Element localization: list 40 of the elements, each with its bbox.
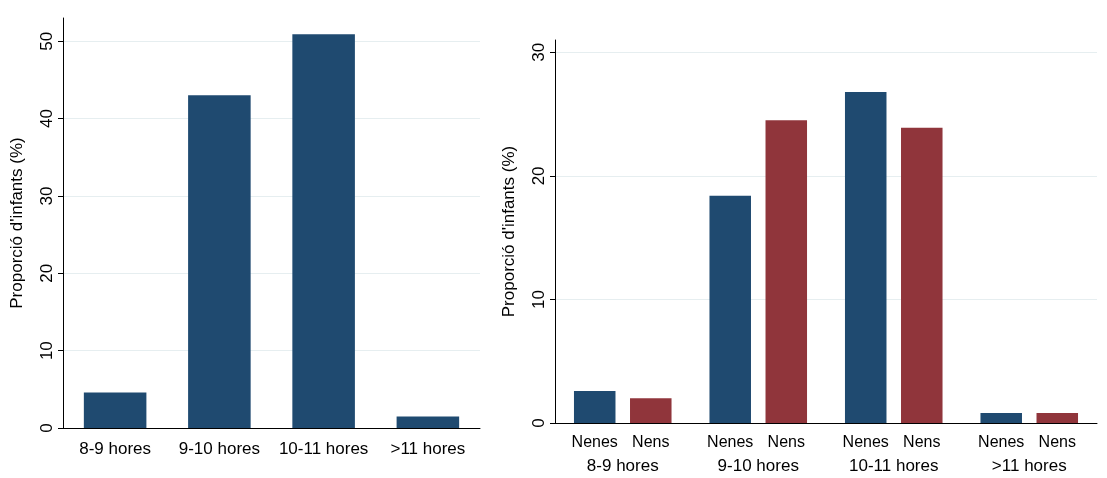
x-tick-label: 8-9 hores [586, 456, 659, 475]
y-tick-label: 50 [37, 31, 56, 51]
bar [630, 398, 672, 423]
bar [188, 95, 251, 428]
series-label: Nens [632, 432, 670, 450]
y-tick-label: 0 [37, 423, 56, 433]
x-tick-label: 9-10 hores [178, 439, 261, 458]
text: Nenes [842, 432, 889, 450]
x-tick-label: 8-9 hores [79, 439, 152, 458]
text: Nens [1038, 432, 1076, 450]
y-axis-title: Proporció d'infants (%) [7, 137, 26, 309]
bar [1036, 413, 1079, 423]
bar [709, 195, 751, 423]
y-tick-label: 20 [529, 166, 548, 186]
bar [765, 120, 808, 423]
text: Nenes [707, 432, 754, 450]
x-tick-label: 10-11 hores [849, 456, 939, 475]
text: Nenes [571, 432, 618, 450]
text: Nens [767, 432, 805, 450]
bar [573, 390, 616, 423]
series-label: Nenes [978, 432, 1025, 450]
bar [83, 392, 147, 428]
x-tick-label: >11 hores [390, 439, 466, 458]
x-tick-label: 10-11 hores [278, 439, 369, 458]
bar [901, 127, 943, 423]
y-tick-label: 10 [529, 289, 548, 309]
y-tick-label: 0 [529, 418, 548, 428]
x-tick-label: 9-10 hores [717, 456, 799, 475]
y-tick-label: 30 [37, 186, 56, 206]
y-tick-label: 30 [529, 42, 548, 62]
y-axis-title: Proporció d'infants (%) [499, 145, 518, 318]
y-tick-label: 20 [37, 263, 56, 283]
y-tick-label: 40 [37, 109, 56, 129]
text: Nens [903, 432, 941, 450]
bar [844, 91, 887, 423]
bar [396, 416, 460, 428]
y-tick-label: 10 [37, 341, 56, 361]
bar [980, 413, 1022, 423]
bar [292, 34, 355, 428]
x-tick-label: >11 hores [991, 456, 1067, 475]
